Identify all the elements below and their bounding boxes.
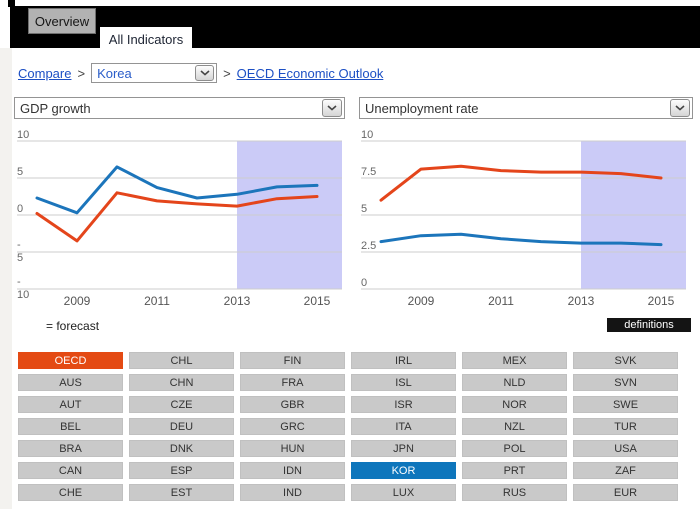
breadcrumb-separator: > [77, 65, 86, 81]
x-tick-label: 2013 [568, 294, 595, 308]
country-button-chl[interactable]: CHL [129, 352, 234, 369]
chevron-down-icon[interactable] [322, 99, 342, 117]
series-line-oecd [379, 164, 663, 202]
country-button-aus[interactable]: AUS [18, 374, 123, 391]
country-button-isl[interactable]: ISL [351, 374, 456, 391]
x-tick-label: 2015 [304, 294, 331, 308]
y-tick-label: 5 [361, 203, 367, 215]
country-button-che[interactable]: CHE [18, 484, 123, 501]
country-button-tur[interactable]: TUR [573, 418, 678, 435]
series-line-kor [379, 232, 663, 247]
tab-bar-notch [8, 0, 15, 7]
y-tick-label: 7.5 [361, 166, 376, 178]
y-tick-label: 10 [361, 129, 373, 141]
country-button-zaf[interactable]: ZAF [573, 462, 678, 479]
y-tick-label: 10 [17, 129, 29, 141]
country-button-irl[interactable]: IRL [351, 352, 456, 369]
country-button-cze[interactable]: CZE [129, 396, 234, 413]
y-tick-label: 2.5 [361, 240, 376, 252]
country-button-usa[interactable]: USA [573, 440, 678, 457]
country-button-bel[interactable]: BEL [18, 418, 123, 435]
country-button-fra[interactable]: FRA [240, 374, 345, 391]
breadcrumb-separator: > [223, 65, 231, 81]
y-tick-label: - [17, 239, 21, 251]
country-button-idn[interactable]: IDN [240, 462, 345, 479]
country-button-nzl[interactable]: NZL [462, 418, 567, 435]
country-button-prt[interactable]: PRT [462, 462, 567, 479]
country-button-ita[interactable]: ITA [351, 418, 456, 435]
country-button-nld[interactable]: NLD [462, 374, 567, 391]
indicator-select-left-value: GDP growth [20, 100, 91, 116]
country-button-nor[interactable]: NOR [462, 396, 567, 413]
country-button-kor[interactable]: KOR [351, 462, 456, 479]
definitions-button[interactable]: definitions [607, 318, 691, 332]
x-tick-label: 2011 [488, 294, 514, 308]
country-button-ind[interactable]: IND [240, 484, 345, 501]
tab-all-indicators[interactable]: All Indicators [100, 27, 192, 51]
unemployment-rate-chart: 10 7.5 5 2.5 0 2009 2011 2013 2015 [361, 129, 686, 308]
economic-outlook-link[interactable]: OECD Economic Outlook [236, 65, 384, 81]
country-button-gbr[interactable]: GBR [240, 396, 345, 413]
indicator-select-right[interactable]: Unemployment rate [359, 97, 693, 119]
x-tick-label: 2013 [224, 294, 251, 308]
x-tick-label: 2015 [648, 294, 675, 308]
x-tick-label: 2011 [144, 294, 170, 308]
country-button-bra[interactable]: BRA [18, 440, 123, 457]
y-tick-label: 0 [17, 203, 23, 215]
y-tick-label: 0 [361, 277, 367, 289]
chevron-down-icon[interactable] [670, 99, 690, 117]
country-button-svn[interactable]: SVN [573, 374, 678, 391]
y-tick-label: 5 [17, 252, 23, 264]
country-select[interactable]: Korea [91, 63, 218, 83]
country-button-svk[interactable]: SVK [573, 352, 678, 369]
country-button-eur[interactable]: EUR [573, 484, 678, 501]
country-button-fin[interactable]: FIN [240, 352, 345, 369]
country-grid: OECD CHL FIN IRL MEX SVK AUS CHN FRA ISL NLD SVN AUT… [18, 352, 678, 501]
country-button-isr[interactable]: ISR [351, 396, 456, 413]
country-button-deu[interactable]: DEU [129, 418, 234, 435]
country-button-pol[interactable]: POL [462, 440, 567, 457]
breadcrumb: Compare > Korea > OECD Economic Outlook [18, 63, 383, 83]
series-line-oecd [35, 191, 319, 243]
chevron-down-icon[interactable] [195, 65, 215, 81]
country-button-hun[interactable]: HUN [240, 440, 345, 457]
x-tick-label: 2009 [408, 294, 435, 308]
series-line-kor [35, 165, 319, 215]
country-button-aut[interactable]: AUT [18, 396, 123, 413]
y-tick-label: - [17, 276, 21, 288]
x-tick-label: 2009 [64, 294, 91, 308]
country-button-swe[interactable]: SWE [573, 396, 678, 413]
country-button-grc[interactable]: GRC [240, 418, 345, 435]
left-margin-strip [0, 48, 12, 509]
country-button-chn[interactable]: CHN [129, 374, 234, 391]
country-button-lux[interactable]: LUX [351, 484, 456, 501]
compare-link[interactable]: Compare [18, 65, 72, 81]
forecast-legend-label: = forecast [46, 319, 100, 333]
country-button-mex[interactable]: MEX [462, 352, 567, 369]
country-button-esp[interactable]: ESP [129, 462, 234, 479]
y-tick-label: 10 [17, 289, 29, 301]
country-button-dnk[interactable]: DNK [129, 440, 234, 457]
y-tick-label: 5 [17, 166, 23, 178]
country-button-rus[interactable]: RUS [462, 484, 567, 501]
indicator-select-right-value: Unemployment rate [365, 100, 479, 116]
country-button-can[interactable]: CAN [18, 462, 123, 479]
country-button-est[interactable]: EST [129, 484, 234, 501]
country-button-oecd[interactable]: OECD [18, 352, 123, 369]
tab-overview[interactable]: Overview [28, 8, 96, 34]
country-select-value: Korea [97, 65, 132, 81]
indicator-select-left[interactable]: GDP growth [14, 97, 345, 119]
country-button-jpn[interactable]: JPN [351, 440, 456, 457]
